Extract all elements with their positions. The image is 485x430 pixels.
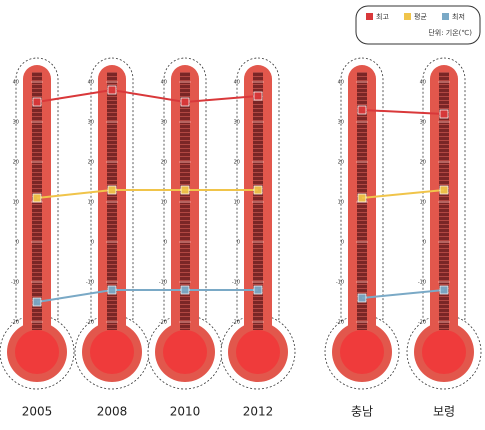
point <box>107 85 117 95</box>
series-line <box>36 289 258 303</box>
legend-swatch <box>404 13 411 20</box>
y-tick-label: 10 <box>338 200 344 206</box>
tube-scale <box>439 72 449 330</box>
tube-scale <box>253 72 263 330</box>
y-tick-label: -10 <box>86 280 94 286</box>
point <box>253 91 263 101</box>
y-tick-label: 40 <box>234 80 240 86</box>
y-tick-label: 0 <box>423 240 426 246</box>
tube-scale <box>107 72 117 330</box>
point <box>180 185 190 195</box>
y-tick-label: -20 <box>232 320 240 326</box>
series-line <box>36 88 259 104</box>
legend-swatch <box>442 13 449 20</box>
bulb-inner <box>236 330 280 374</box>
point <box>32 193 42 203</box>
y-tick-label: -20 <box>418 320 426 326</box>
y-tick-label: -10 <box>159 280 167 286</box>
bulb-inner <box>90 330 134 374</box>
point <box>357 293 367 303</box>
x-tick-label: 2012 <box>243 405 274 419</box>
y-tick-label: 20 <box>234 160 240 166</box>
legend-swatch <box>366 13 373 20</box>
y-tick-label: 10 <box>420 200 426 206</box>
bulb-inner <box>163 330 207 374</box>
y-tick-label: 30 <box>13 120 19 126</box>
point <box>180 285 190 295</box>
point <box>439 109 449 119</box>
y-tick-label: 40 <box>13 80 19 86</box>
x-tick-label: 2005 <box>22 405 53 419</box>
point <box>439 185 449 195</box>
y-tick-label: 40 <box>338 80 344 86</box>
y-tick-label: 30 <box>420 120 426 126</box>
point <box>357 193 367 203</box>
point <box>253 185 263 195</box>
y-tick-label: -20 <box>11 320 19 326</box>
y-tick-label: 0 <box>91 240 94 246</box>
y-tick-label: 40 <box>161 80 167 86</box>
series-line <box>36 189 258 199</box>
y-tick-label: 0 <box>237 240 240 246</box>
y-tick-label: 20 <box>88 160 94 166</box>
y-tick-label: -20 <box>86 320 94 326</box>
y-tick-label: -20 <box>336 320 344 326</box>
legend-unit: 단위: 기온(℃) <box>428 28 472 37</box>
x-tick-label: 2010 <box>170 405 201 419</box>
y-tick-label: 20 <box>161 160 167 166</box>
y-tick-label: 20 <box>338 160 344 166</box>
y-tick-label: 30 <box>88 120 94 126</box>
legend-label: 평균 <box>414 12 427 21</box>
thermometer-outline <box>163 57 207 339</box>
y-tick-label: -10 <box>418 280 426 286</box>
x-tick-label: 충남 <box>351 405 373 419</box>
point <box>107 185 117 195</box>
point <box>180 97 190 107</box>
y-tick-label: 10 <box>234 200 240 206</box>
y-tick-label: 10 <box>88 200 94 206</box>
point <box>253 285 263 295</box>
y-tick-label: -10 <box>336 280 344 286</box>
y-tick-label: 20 <box>13 160 19 166</box>
y-tick-label: 30 <box>234 120 240 126</box>
legend-label: 최저 <box>452 12 465 21</box>
thermometer-outline <box>236 57 280 339</box>
y-tick-label: 0 <box>341 240 344 246</box>
y-tick-label: 10 <box>161 200 167 206</box>
bulb-inner <box>340 330 384 374</box>
legend-box <box>355 5 481 45</box>
tube-scale <box>180 72 190 330</box>
y-tick-label: 0 <box>16 240 19 246</box>
y-tick-label: 10 <box>13 200 19 206</box>
y-tick-label: 20 <box>420 160 426 166</box>
y-tick-label: 40 <box>420 80 426 86</box>
y-tick-label: 30 <box>338 120 344 126</box>
thermometer-outline <box>422 57 466 339</box>
y-tick-label: -10 <box>232 280 240 286</box>
legend-label: 최고 <box>376 12 389 21</box>
thermometer-outline <box>340 57 384 339</box>
x-tick-label: 2008 <box>97 405 128 419</box>
y-tick-label: 30 <box>161 120 167 126</box>
point <box>439 285 449 295</box>
point <box>32 297 42 307</box>
point <box>357 105 367 115</box>
thermometer-outline <box>15 57 59 339</box>
point <box>32 97 42 107</box>
y-tick-label: 40 <box>88 80 94 86</box>
bulb-inner <box>15 330 59 374</box>
thermometer-outline <box>90 57 134 339</box>
point <box>107 285 117 295</box>
y-tick-label: 0 <box>164 240 167 246</box>
series-line <box>361 109 445 115</box>
y-tick-label: -10 <box>11 280 19 286</box>
y-tick-label: -20 <box>159 320 167 326</box>
x-tick-label: 보령 <box>433 405 455 419</box>
series-line <box>361 289 445 299</box>
series-line <box>361 189 445 199</box>
bulb-inner <box>422 330 466 374</box>
